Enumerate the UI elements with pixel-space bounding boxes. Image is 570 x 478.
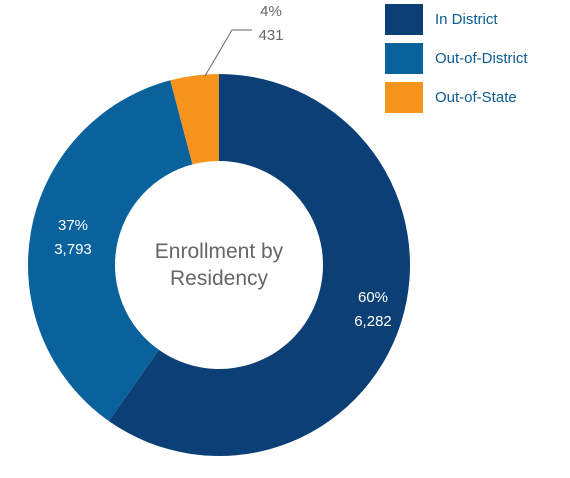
leader-line	[204, 29, 252, 77]
value-label: 3,793	[54, 241, 92, 258]
legend-swatch	[385, 4, 423, 35]
donut-slice	[108, 74, 410, 457]
legend-label: Out-of-State	[435, 89, 517, 106]
donut-slice	[170, 74, 219, 165]
legend-swatch	[385, 82, 423, 113]
percent-label: 4%	[260, 3, 282, 20]
percent-label: 37%	[58, 217, 88, 234]
value-label: 6,282	[354, 313, 392, 330]
donut-slice	[27, 80, 193, 421]
legend-swatch	[385, 43, 423, 74]
chart-title: Enrollment by Residency	[154, 240, 284, 290]
legend-label: In District	[435, 11, 498, 28]
value-label: 431	[258, 27, 283, 44]
percent-label: 60%	[358, 289, 388, 306]
legend-label: Out-of-District	[435, 50, 528, 67]
